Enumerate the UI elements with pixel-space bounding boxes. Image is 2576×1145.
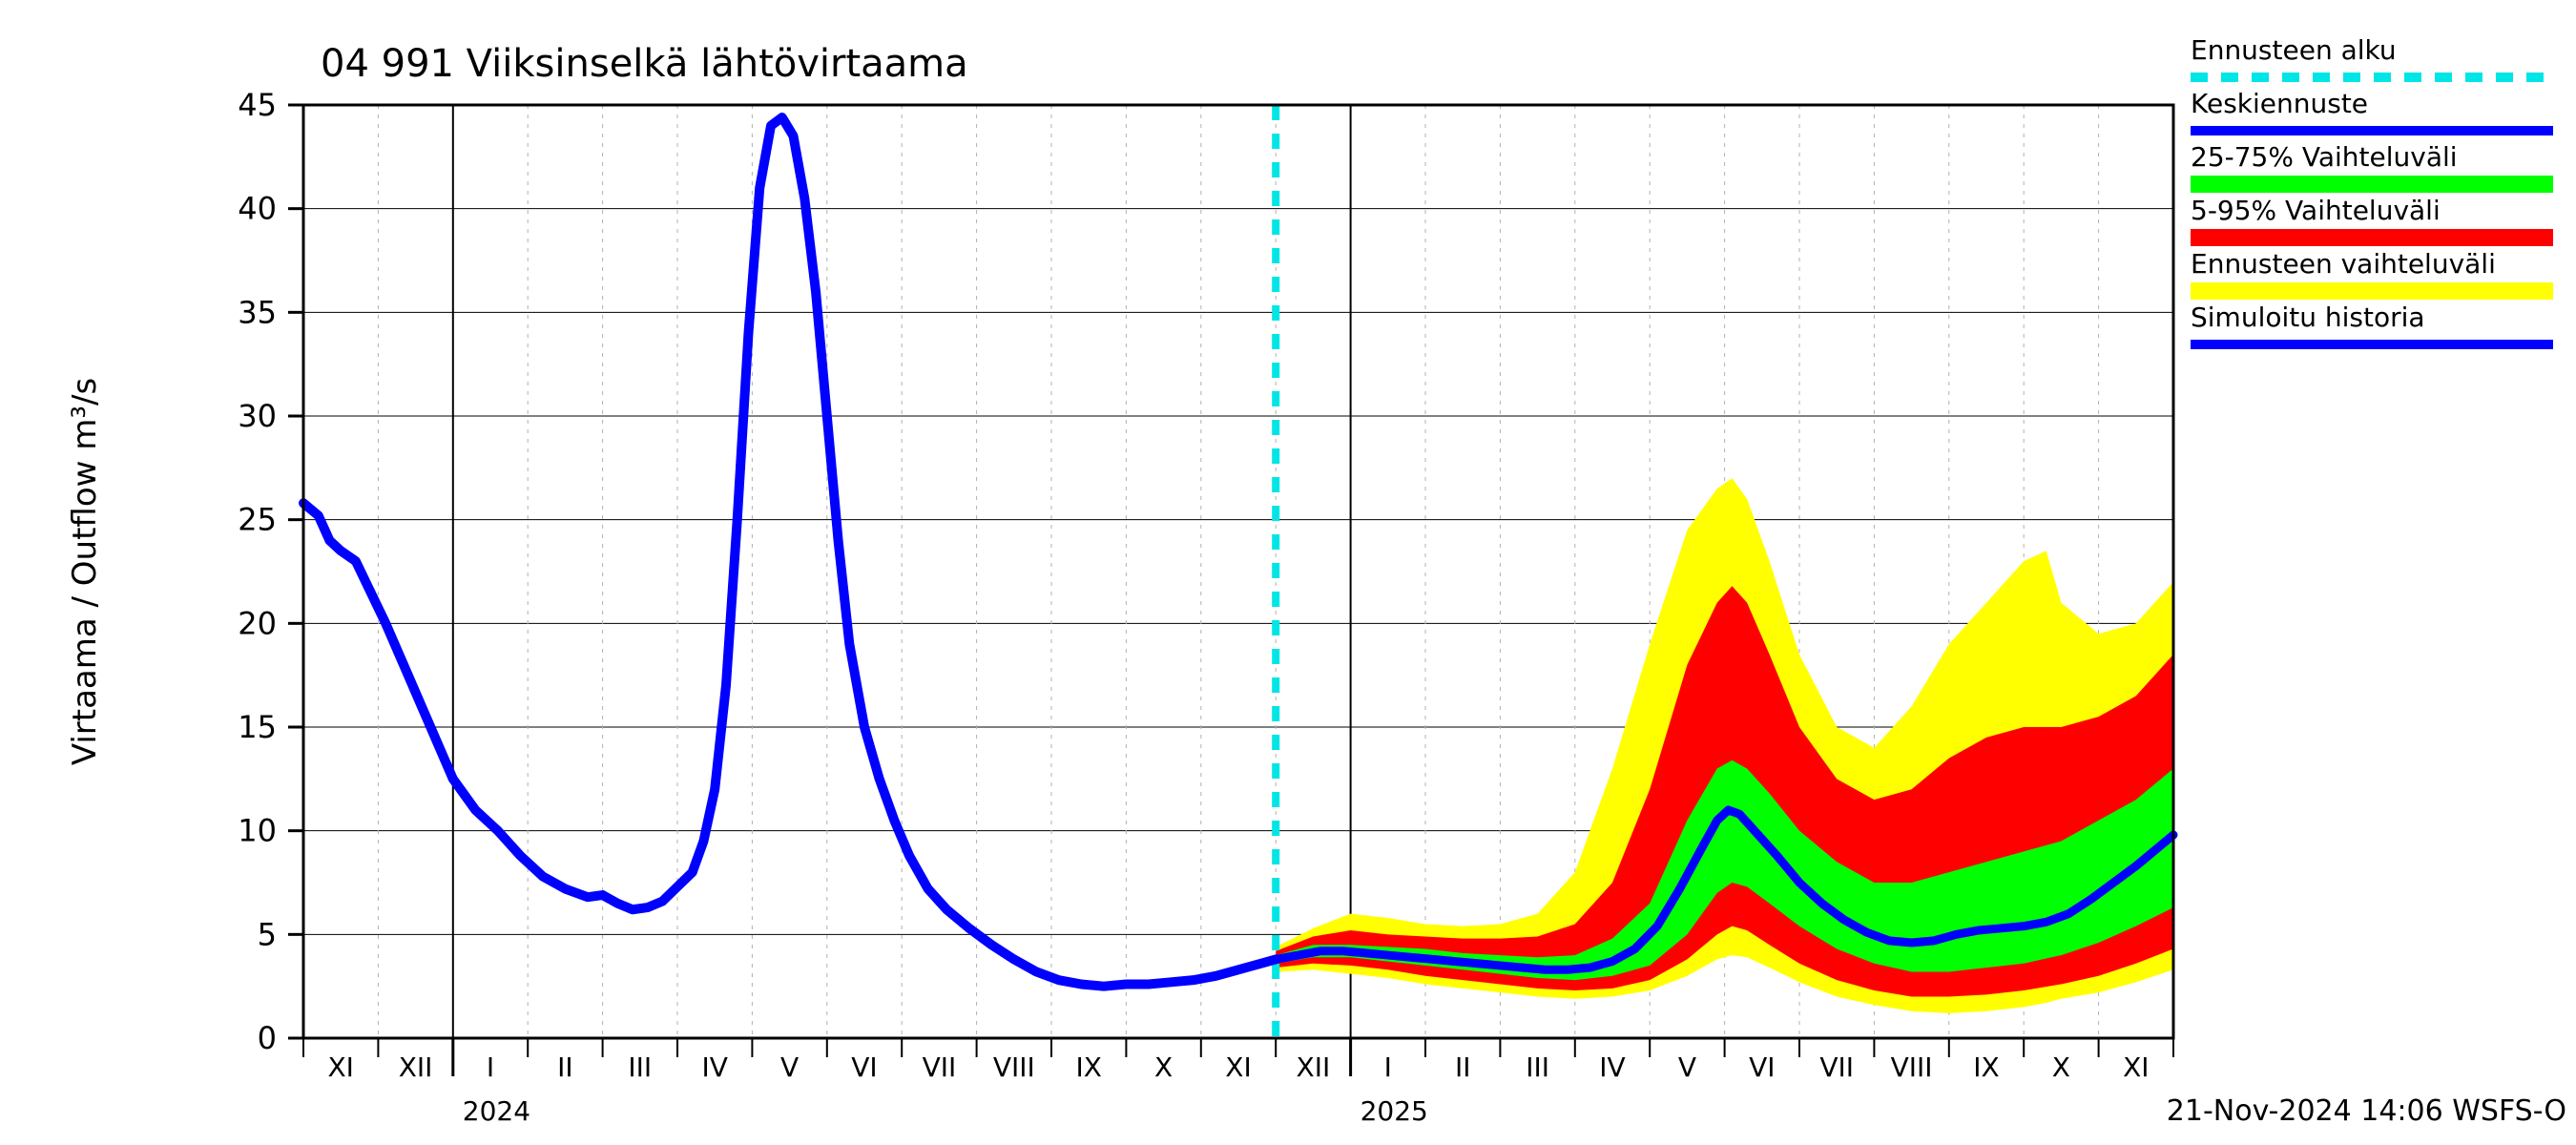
x-tick-label: X bbox=[2052, 1051, 2070, 1083]
history-line bbox=[303, 117, 1276, 987]
x-tick-label: XII bbox=[1297, 1051, 1331, 1083]
y-tick-label: 25 bbox=[238, 502, 277, 538]
x-tick-label: II bbox=[1455, 1051, 1471, 1083]
x-tick-label: IV bbox=[1599, 1051, 1625, 1083]
x-tick-label: III bbox=[1526, 1051, 1549, 1083]
x-tick-label: XI bbox=[327, 1051, 353, 1083]
y-tick-label: 30 bbox=[238, 398, 277, 434]
x-tick-label: I bbox=[487, 1051, 494, 1083]
outflow-forecast-chart: 051015202530354045XIXIIIIIIIIIVVVIVIIVII… bbox=[0, 0, 2576, 1145]
y-tick-label: 0 bbox=[258, 1020, 277, 1056]
x-tick-label: IX bbox=[1075, 1051, 1101, 1083]
legend-swatch bbox=[2191, 229, 2553, 246]
y-tick-label: 35 bbox=[238, 294, 277, 330]
x-tick-label: IV bbox=[701, 1051, 727, 1083]
x-tick-label: III bbox=[628, 1051, 652, 1083]
legend-item-label: Simuloitu historia bbox=[2191, 302, 2425, 333]
x-tick-label: VII bbox=[923, 1051, 957, 1083]
x-tick-label: IX bbox=[1973, 1051, 1999, 1083]
y-tick-label: 15 bbox=[238, 709, 277, 745]
footer-timestamp: 21-Nov-2024 14:06 WSFS-O bbox=[2167, 1094, 2566, 1128]
legend-item-label: 25-75% Vaihteluväli bbox=[2191, 141, 2458, 173]
year-label: 2024 bbox=[463, 1095, 530, 1127]
legend-swatch bbox=[2191, 282, 2553, 300]
x-tick-label: V bbox=[780, 1051, 799, 1083]
y-axis-label: Virtaama / Outflow m³/s bbox=[66, 378, 104, 765]
y-tick-label: 45 bbox=[238, 87, 277, 123]
legend-item-label: Ennusteen vaihteluväli bbox=[2191, 248, 2496, 280]
x-tick-label: I bbox=[1384, 1051, 1392, 1083]
x-tick-label: X bbox=[1154, 1051, 1173, 1083]
legend-item-label: Keskiennuste bbox=[2191, 88, 2368, 119]
legend-item-label: Ennusteen alku bbox=[2191, 34, 2397, 66]
x-tick-label: VI bbox=[1749, 1051, 1775, 1083]
y-tick-label: 5 bbox=[258, 916, 277, 952]
x-tick-label: V bbox=[1678, 1051, 1696, 1083]
legend-swatch bbox=[2191, 176, 2553, 193]
chart-title: 04 991 Viiksinselkä lähtövirtaama bbox=[321, 42, 968, 86]
x-tick-label: XI bbox=[2123, 1051, 2149, 1083]
x-tick-label: VI bbox=[851, 1051, 877, 1083]
year-label: 2025 bbox=[1361, 1095, 1428, 1127]
x-tick-label: XII bbox=[399, 1051, 433, 1083]
x-tick-label: VIII bbox=[993, 1051, 1035, 1083]
x-tick-label: II bbox=[557, 1051, 573, 1083]
y-tick-label: 40 bbox=[238, 191, 277, 227]
legend-item-label: 5-95% Vaihteluväli bbox=[2191, 195, 2441, 226]
x-tick-label: VII bbox=[1819, 1051, 1854, 1083]
x-tick-label: XI bbox=[1225, 1051, 1251, 1083]
legend: Ennusteen alku Keskiennuste 25-75% Vaihtel… bbox=[2191, 34, 2553, 344]
y-tick-label: 20 bbox=[238, 605, 277, 641]
y-tick-label: 10 bbox=[238, 813, 277, 849]
x-tick-label: VIII bbox=[1891, 1051, 1933, 1083]
